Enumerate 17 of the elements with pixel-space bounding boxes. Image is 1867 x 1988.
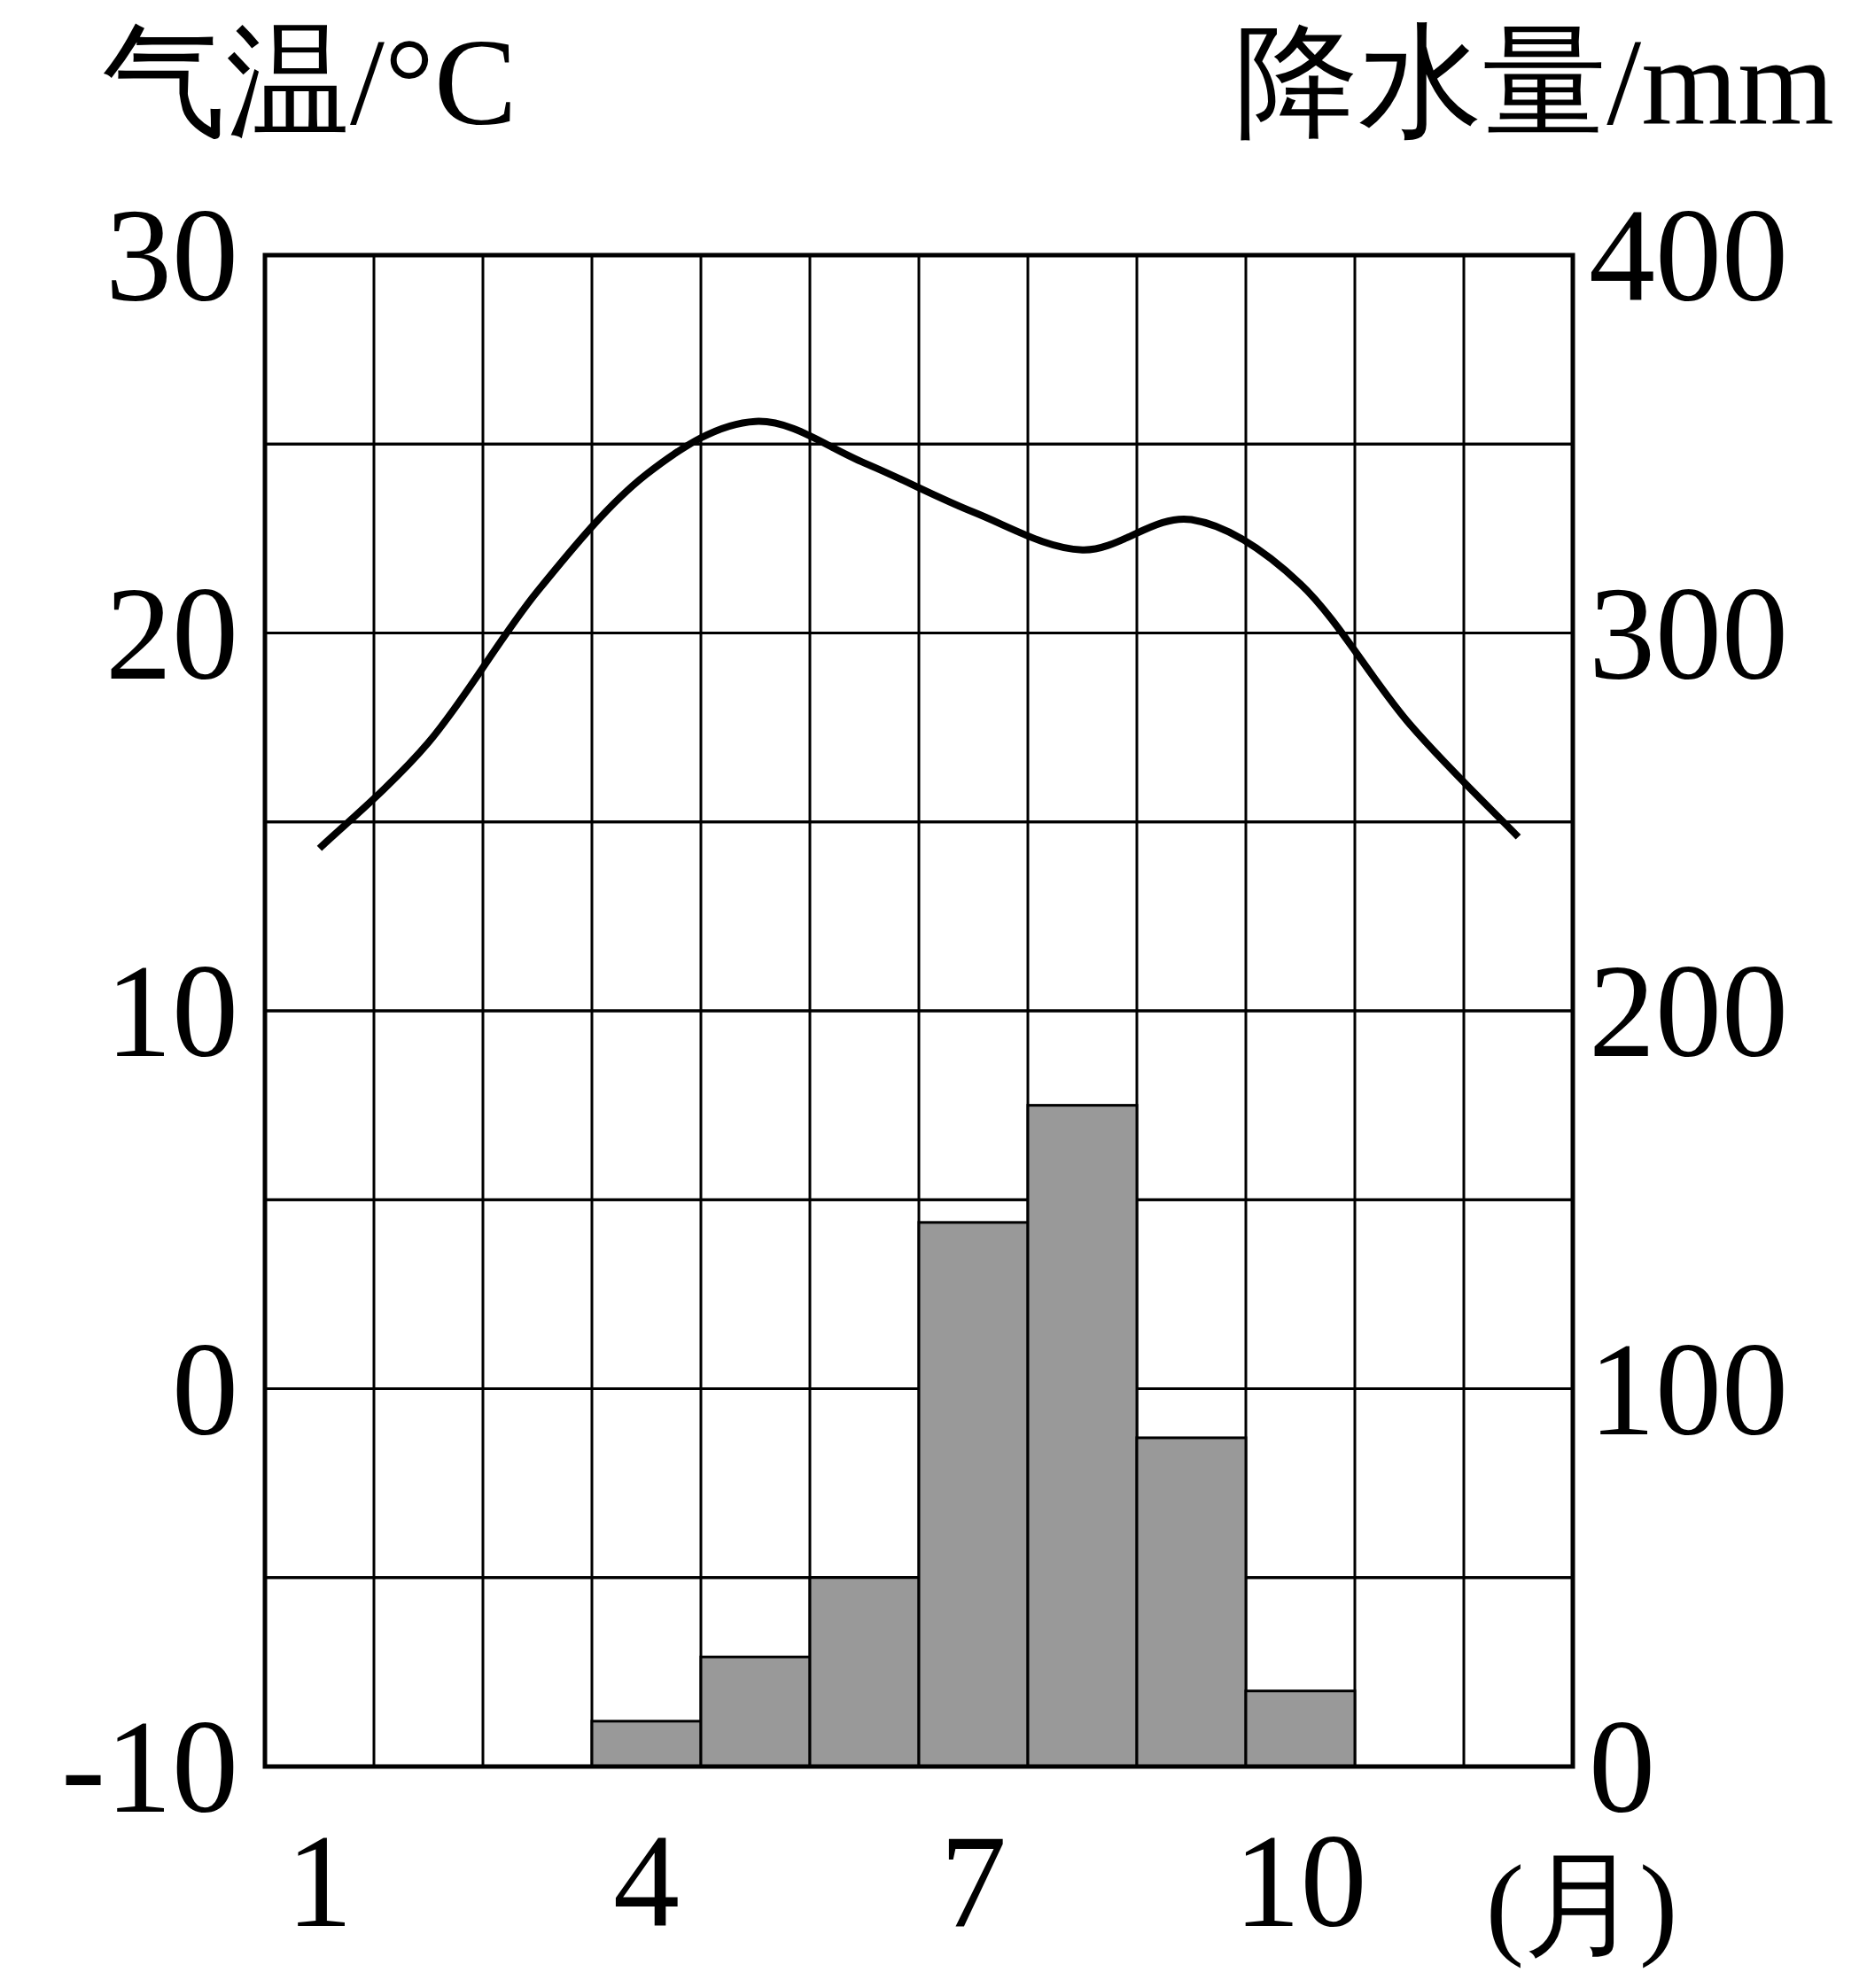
- y-axis-title: 气温/°C: [102, 13, 517, 151]
- x-tick-label: 7: [940, 1807, 1007, 1954]
- y2-tick-label: 300: [1589, 559, 1788, 707]
- x-axis-title: (月): [1485, 1841, 1678, 1969]
- y-tick-label: 0: [172, 1315, 238, 1463]
- y2-tick-label: 200: [1589, 937, 1788, 1084]
- y2-tick-label: 100: [1589, 1315, 1788, 1463]
- y2-axis-title: 降水量/mm: [1234, 13, 1834, 151]
- x-tick-label: 10: [1233, 1807, 1367, 1954]
- x-tick-label: 4: [613, 1807, 680, 1954]
- y-tick-label: -10: [61, 1693, 238, 1840]
- x-tick-label: 1: [286, 1807, 353, 1954]
- y-tick-label: 20: [105, 559, 238, 707]
- y2-tick-label: 0: [1589, 1693, 1655, 1840]
- y-tick-label: 10: [105, 937, 238, 1084]
- y2-tick-label: 400: [1589, 182, 1788, 329]
- y-tick-label: 30: [105, 182, 238, 329]
